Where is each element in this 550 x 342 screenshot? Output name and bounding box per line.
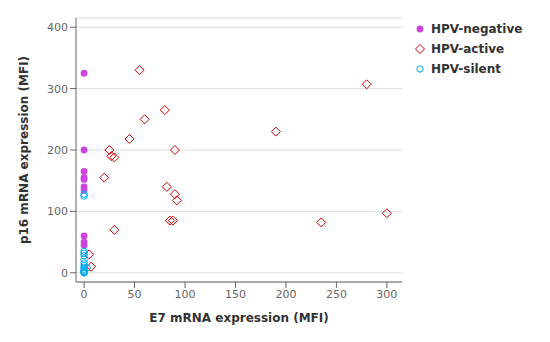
svg-text:200: 200 (275, 288, 296, 301)
svg-text:p16 mRNA expression (MFI): p16 mRNA expression (MFI) (17, 56, 31, 244)
svg-text:0: 0 (81, 288, 88, 301)
svg-text:200: 200 (47, 144, 68, 157)
html-text:HPV-active: HPV-active (431, 42, 505, 56)
svg-text:100: 100 (47, 205, 68, 218)
svg-text:E7 mRNA expression (MFI): E7 mRNA expression (MFI) (149, 311, 328, 325)
svg-text:300: 300 (47, 83, 68, 96)
svg-text:150: 150 (225, 288, 246, 301)
html-text:HPV-silent: HPV-silent (431, 62, 501, 76)
svg-text:100: 100 (175, 288, 196, 301)
svg-text:400: 400 (47, 21, 68, 34)
svg-text:250: 250 (326, 288, 347, 301)
svg-text:50: 50 (128, 288, 142, 301)
svg-text:300: 300 (376, 288, 397, 301)
svg-text:0: 0 (61, 267, 68, 280)
html-text:HPV-negative: HPV-negative (431, 22, 523, 36)
